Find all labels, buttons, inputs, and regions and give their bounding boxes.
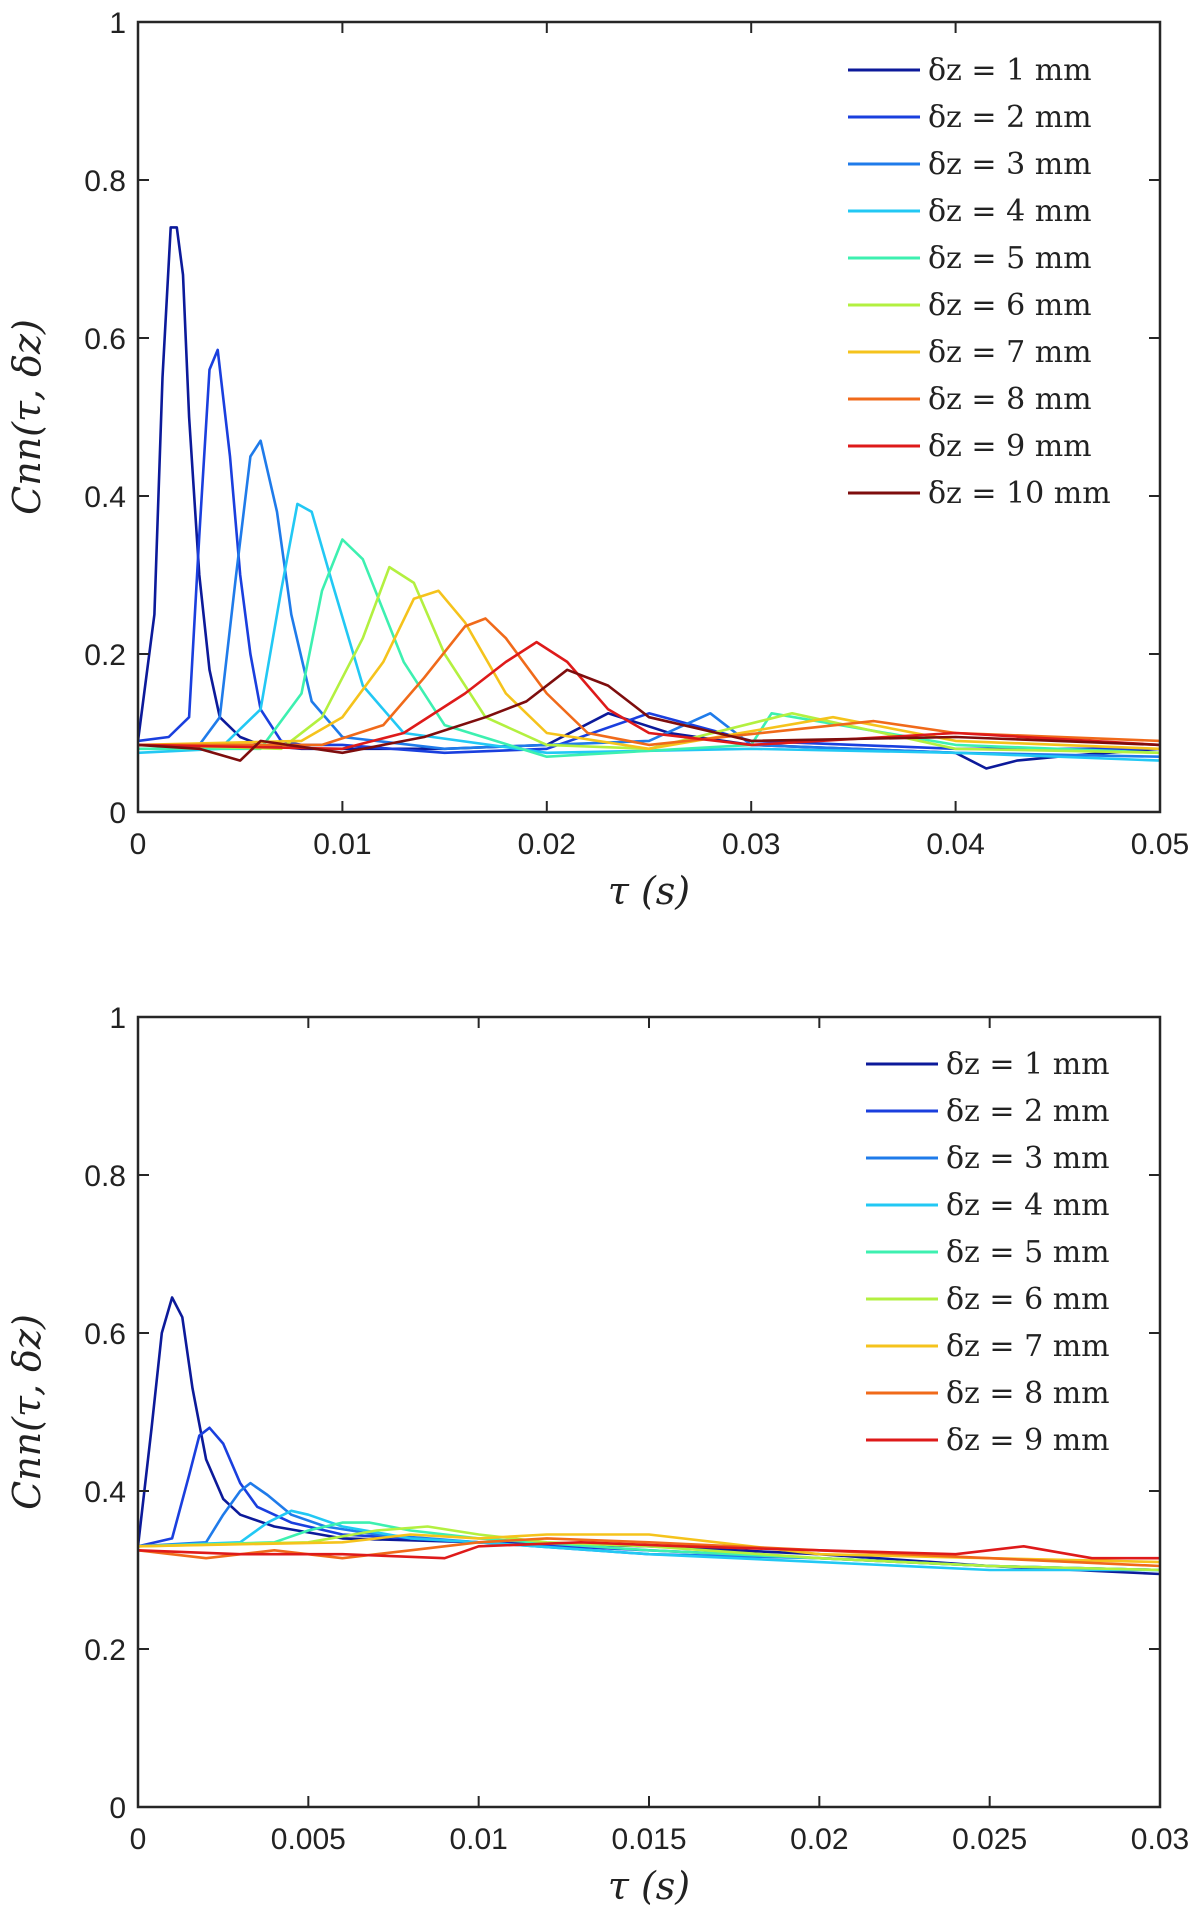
- x-tick-label: 0: [130, 1823, 147, 1856]
- x-tick-label: 0.015: [611, 1823, 686, 1856]
- series-line-9mm: [138, 640, 1160, 751]
- y-tick-label: 1: [109, 7, 126, 40]
- series-line-7mm: [138, 589, 1160, 751]
- legend-entry-label: δz = 4 mm: [928, 194, 1092, 229]
- y-axis-label: Cnn(τ, δz): [5, 1314, 49, 1510]
- plot-frame: [136, 20, 1162, 814]
- x-tick-label: 0.03: [1131, 1823, 1189, 1856]
- y-tick-label: 0.2: [84, 1634, 126, 1667]
- chart-panel-bottom: 0 0.005 0.01 0.015 0.02 0.025 0.03 0 0.2 0.4 0.6 0.…: [5, 1002, 1189, 1908]
- series-line-6mm: [138, 1525, 1160, 1572]
- x-tick-label: 0.01: [449, 1823, 507, 1856]
- legend-entry-label: δz = 6 mm: [928, 288, 1092, 323]
- plot-frame: [136, 1015, 1162, 1809]
- legend-entry-label: δz = 2 mm: [928, 100, 1092, 135]
- y-tick-label: 0.4: [84, 481, 126, 514]
- legend-entry-label: δz = 2 mm: [946, 1094, 1110, 1129]
- legend-entry-label: δz = 7 mm: [946, 1329, 1110, 1364]
- series-line-9mm: [138, 1541, 1160, 1560]
- chart-panel-top: 0 0.01 0.02 0.03 0.04 0.05 0 0.2 0.4 0.6 0.8 1 τ (s)…: [5, 7, 1189, 913]
- legend-entry-label: δz = 4 mm: [946, 1188, 1110, 1223]
- y-axis-label: Cnn(τ, δz): [5, 319, 49, 515]
- series-group: [138, 226, 1160, 770]
- series-line-8mm: [138, 617, 1160, 747]
- y-tick-label: 0.8: [84, 165, 126, 198]
- x-tick-label: 0.01: [313, 828, 371, 861]
- y-tick-label: 0: [109, 797, 126, 830]
- series-line-1mm: [138, 1296, 1160, 1576]
- series-line-3mm: [138, 1481, 1160, 1572]
- x-tick-label: 0.04: [926, 828, 984, 861]
- y-tick-label: 0.6: [84, 323, 126, 356]
- legend-entry-label: δz = 5 mm: [946, 1235, 1110, 1270]
- x-tick-label: 0: [130, 828, 147, 861]
- x-axis-label: τ (s): [608, 869, 690, 913]
- legend-entry-label: δz = 8 mm: [946, 1376, 1110, 1411]
- legend-entry-label: δz = 3 mm: [928, 147, 1092, 182]
- y-tick-label: 0.2: [84, 639, 126, 672]
- legend-entry-label: δz = 7 mm: [928, 335, 1092, 370]
- series-line-3mm: [138, 439, 1160, 759]
- x-tick-label: 0.025: [952, 1823, 1027, 1856]
- series-line-4mm: [138, 1509, 1160, 1572]
- legend: δz = 1 mm δz = 2 mm δz = 3 mm δz = 4 mm δz =…: [848, 53, 1111, 511]
- series-line-6mm: [138, 565, 1160, 755]
- legend-entry-label: δz = 10 mm: [928, 476, 1111, 511]
- x-tick-label: 0.05: [1131, 828, 1189, 861]
- y-tick-label: 0.8: [84, 1160, 126, 1193]
- series-group: [138, 1296, 1160, 1576]
- y-tick-label: 0.4: [84, 1476, 126, 1509]
- y-tick-label: 0: [109, 1792, 126, 1825]
- legend-entry-label: δz = 5 mm: [928, 241, 1092, 276]
- series-line-5mm: [138, 538, 1160, 759]
- x-tick-label: 0.02: [518, 828, 576, 861]
- legend-entry-label: δz = 1 mm: [928, 53, 1092, 88]
- x-axis-label: τ (s): [608, 1864, 690, 1908]
- legend-entry-label: δz = 9 mm: [946, 1423, 1110, 1458]
- series-line-4mm: [138, 502, 1160, 762]
- series-line-10mm: [138, 668, 1160, 762]
- legend-entry-label: δz = 3 mm: [946, 1141, 1110, 1176]
- x-tick-label: 0.03: [722, 828, 780, 861]
- x-tick-label: 0.005: [271, 1823, 346, 1856]
- legend-entry-label: δz = 1 mm: [946, 1047, 1110, 1082]
- legend-entry-label: δz = 9 mm: [928, 429, 1092, 464]
- legend-entry-label: δz = 8 mm: [928, 382, 1092, 417]
- legend: δz = 1 mm δz = 2 mm δz = 3 mm δz = 4 mm δz =…: [866, 1047, 1110, 1458]
- y-tick-label: 0.6: [84, 1318, 126, 1351]
- legend-entry-label: δz = 6 mm: [946, 1282, 1110, 1317]
- y-tick-label: 1: [109, 1002, 126, 1035]
- x-tick-label: 0.02: [790, 1823, 848, 1856]
